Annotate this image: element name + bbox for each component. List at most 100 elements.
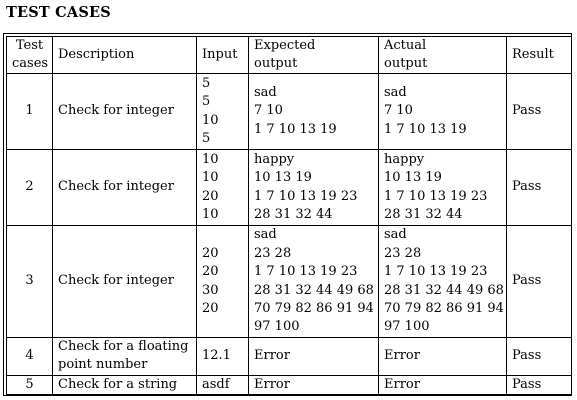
actual-output-line: sad bbox=[384, 84, 407, 100]
input-line: 5 bbox=[202, 94, 211, 110]
input-line: asdf bbox=[202, 376, 230, 392]
cell-result: Pass bbox=[506, 149, 572, 226]
cell-result: Pass bbox=[506, 337, 572, 376]
input-line: 20 bbox=[202, 264, 219, 280]
actual-output-line: 23 28 bbox=[384, 245, 422, 261]
cell-description: Check for integer bbox=[52, 149, 197, 226]
cell-test-case-number: 2 bbox=[6, 149, 53, 226]
cell-test-case-number: 4 bbox=[6, 337, 53, 376]
test-cases-table: Test cases Description Input Expected ou… bbox=[6, 36, 572, 396]
cell-expected-output: Error bbox=[248, 337, 379, 376]
table-header-row: Test cases Description Input Expected ou… bbox=[6, 36, 572, 74]
header-actual-line: Actual bbox=[384, 38, 427, 53]
expected-output-line: 1 7 10 13 19 bbox=[254, 121, 337, 137]
input-line: 20 bbox=[202, 300, 219, 316]
cell-result: Pass bbox=[506, 73, 572, 150]
actual-output-line: 70 79 82 86 91 94 bbox=[384, 300, 504, 316]
cell-input: 12.1 bbox=[196, 337, 249, 376]
expected-output-line: 7 10 bbox=[254, 103, 283, 119]
cell-description: Check for integer bbox=[52, 225, 197, 338]
actual-output-line: 28 31 32 44 49 68 bbox=[384, 282, 504, 298]
cell-test-case-number: 5 bbox=[6, 374, 53, 396]
cell-expected-output: Error bbox=[248, 374, 379, 396]
description-line: Check for a floating bbox=[58, 339, 189, 354]
header-test-cases-line: Test bbox=[15, 38, 44, 53]
description-line: Check for integer bbox=[58, 103, 174, 119]
table-body: 1 Check for integer 5 5 10 5 sad 7 10 1 7 10 13 … bbox=[6, 73, 572, 396]
cell-actual-output: sad 7 10 1 7 10 13 19 bbox=[378, 73, 507, 150]
input-line: 5 bbox=[202, 75, 211, 91]
actual-output-line: 97 100 bbox=[384, 319, 430, 335]
header-expected-line: output bbox=[254, 56, 298, 71]
description-line: Check for integer bbox=[58, 179, 174, 195]
expected-output-line: 28 31 32 44 49 68 bbox=[254, 282, 374, 298]
table-row: 2 Check for integer 10 10 20 10 happy 10 13 19 1… bbox=[6, 149, 572, 226]
table-row: 1 Check for integer 5 5 10 5 sad 7 10 1 7 10 13 … bbox=[6, 73, 572, 150]
description-line: point number bbox=[58, 357, 148, 373]
expected-output-line: happy bbox=[254, 151, 295, 167]
table-row: 3 Check for integer 20 20 30 20 sad 23 28 1 7 10… bbox=[6, 225, 572, 338]
input-line: 10 bbox=[202, 151, 219, 167]
input-line: 12.1 bbox=[202, 348, 231, 364]
expected-output-line: Error bbox=[254, 348, 290, 364]
expected-output-line: Error bbox=[254, 376, 290, 392]
cell-result: Pass bbox=[506, 225, 572, 338]
cell-actual-output: Error bbox=[378, 337, 507, 376]
actual-output-line: happy bbox=[384, 151, 425, 167]
actual-output-line: Error bbox=[384, 348, 420, 364]
cell-actual-output: sad 23 28 1 7 10 13 19 23 28 31 32 44 49 68… bbox=[378, 225, 507, 338]
cell-result: Pass bbox=[506, 374, 572, 396]
expected-output-line: sad bbox=[254, 227, 277, 243]
cell-expected-output: happy 10 13 19 1 7 10 13 19 23 28 31 32 44 bbox=[248, 149, 379, 226]
actual-output-line: 1 7 10 13 19 bbox=[384, 121, 467, 137]
header-input: Input bbox=[196, 36, 249, 74]
cell-input: asdf bbox=[196, 374, 249, 396]
actual-output-line: sad bbox=[384, 227, 407, 243]
cell-input: 5 5 10 5 bbox=[196, 73, 249, 150]
cell-actual-output: Error bbox=[378, 374, 507, 396]
actual-output-line: 1 7 10 13 19 23 bbox=[384, 188, 488, 204]
input-line: 10 bbox=[202, 206, 219, 222]
cell-input: 20 20 30 20 bbox=[196, 225, 249, 338]
expected-output-line: 23 28 bbox=[254, 245, 292, 261]
cell-description: Check for a string bbox=[52, 374, 197, 396]
cell-description: Check for integer bbox=[52, 73, 197, 150]
header-actual-line: output bbox=[384, 56, 428, 71]
expected-output-line: 70 79 82 86 91 94 bbox=[254, 300, 374, 316]
page-title: TEST CASES bbox=[6, 4, 111, 21]
header-test-cases-line: cases bbox=[12, 56, 49, 71]
table-row: 5 Check for a string asdf Error Error Pass bbox=[6, 374, 572, 396]
actual-output-line: 10 13 19 bbox=[384, 170, 442, 186]
expected-output-line: 1 7 10 13 19 23 bbox=[254, 188, 358, 204]
header-actual-output: Actual output bbox=[378, 36, 507, 74]
input-line: 20 bbox=[202, 188, 219, 204]
input-line: 20 bbox=[202, 245, 219, 261]
expected-output-line: 28 31 32 44 bbox=[254, 206, 333, 222]
table-row: 4 Check for a floating point number 12.1 Err… bbox=[6, 337, 572, 376]
cell-actual-output: happy 10 13 19 1 7 10 13 19 23 28 31 32 44 bbox=[378, 149, 507, 226]
header-result: Result bbox=[506, 36, 572, 74]
description-line: Check for integer bbox=[58, 273, 174, 289]
input-line: 5 bbox=[202, 130, 211, 146]
expected-output-line: 97 100 bbox=[254, 319, 300, 335]
cell-expected-output: sad 23 28 1 7 10 13 19 23 28 31 32 44 49 68… bbox=[248, 225, 379, 338]
expected-output-line: 10 13 19 bbox=[254, 170, 312, 186]
actual-output-line: 28 31 32 44 bbox=[384, 206, 463, 222]
input-line: 10 bbox=[202, 112, 219, 128]
description-line: Check for a string bbox=[58, 376, 178, 392]
header-expected-output: Expected output bbox=[248, 36, 379, 74]
expected-output-line: 1 7 10 13 19 23 bbox=[254, 264, 358, 280]
input-line: 30 bbox=[202, 282, 219, 298]
header-description: Description bbox=[52, 36, 197, 74]
cell-input: 10 10 20 10 bbox=[196, 149, 249, 226]
cell-description: Check for a floating point number bbox=[52, 337, 197, 376]
cell-test-case-number: 1 bbox=[6, 73, 53, 150]
header-expected-line: Expected bbox=[254, 38, 316, 53]
cell-test-case-number: 3 bbox=[6, 225, 53, 338]
actual-output-line: 7 10 bbox=[384, 103, 413, 119]
actual-output-line: Error bbox=[384, 376, 420, 392]
expected-output-line: sad bbox=[254, 84, 277, 100]
header-test-cases: Test cases bbox=[6, 36, 53, 74]
cell-expected-output: sad 7 10 1 7 10 13 19 bbox=[248, 73, 379, 150]
input-line: 10 bbox=[202, 170, 219, 186]
